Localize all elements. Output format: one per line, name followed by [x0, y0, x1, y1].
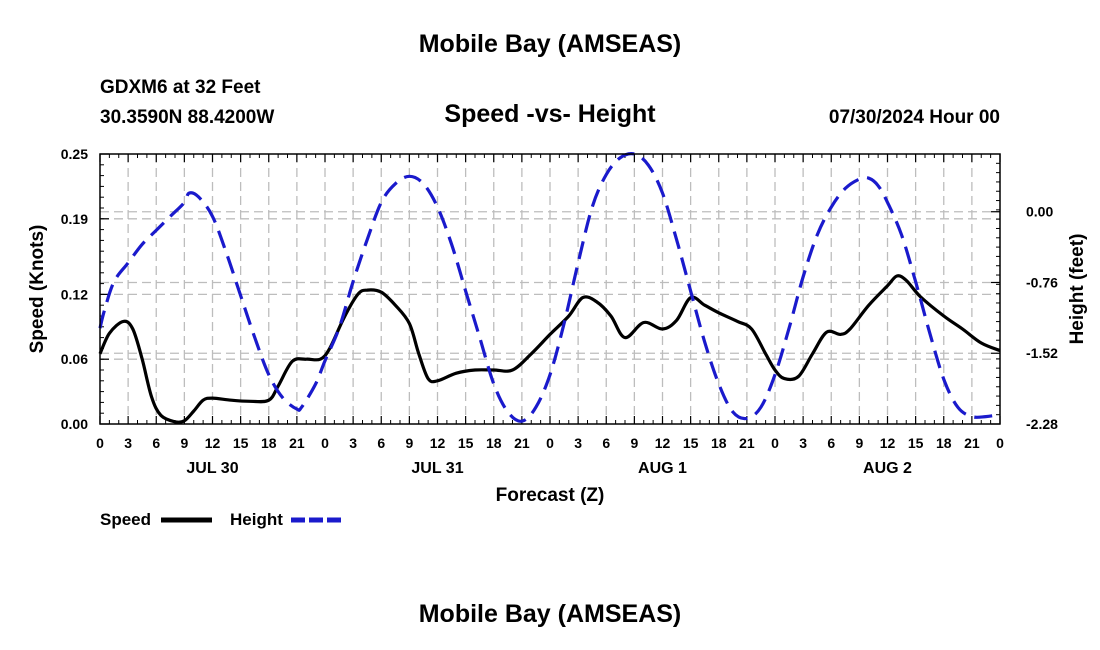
- x-tick-label: 15: [458, 435, 474, 451]
- y2-tick-label: -1.52: [1026, 345, 1058, 361]
- x-tick-label: 3: [124, 435, 132, 451]
- x-tick-label: 18: [711, 435, 727, 451]
- plot-frame: [99, 153, 1001, 425]
- x-tick-label: 12: [655, 435, 671, 451]
- x-tick-label: 6: [152, 435, 160, 451]
- chart-grid: [100, 154, 1000, 424]
- x-tick-label: 21: [964, 435, 980, 451]
- speed-series-line: [98, 274, 1001, 424]
- x-tick-label: 15: [683, 435, 699, 451]
- x-tick-label: 9: [855, 435, 863, 451]
- chart-series: [98, 151, 1001, 424]
- y-axis-title: Speed (Knots): [27, 225, 48, 354]
- footer-title: Mobile Bay (AMSEAS): [418, 600, 682, 628]
- x-tick-label: 12: [430, 435, 446, 451]
- x-tick-label: 6: [602, 435, 610, 451]
- x-tick-label: 18: [936, 435, 952, 451]
- x-tick-label: 21: [514, 435, 530, 451]
- day-label: JUL 31: [411, 460, 463, 477]
- y-tick-label: 0.25: [61, 146, 88, 162]
- x-tick-label: 3: [349, 435, 357, 451]
- x-tick-label: 15: [908, 435, 924, 451]
- x-tick-label: 18: [486, 435, 502, 451]
- forecast-date: 07/30/2024 Hour 00: [828, 107, 1000, 128]
- chart-labels: 0 3 6 9 12 15 18 21 0 3 6 9 12 15 18 21 0 3 6 9 12 15 18 21 0 3 6 9…: [27, 146, 1088, 506]
- x-tick-label: 9: [180, 435, 188, 451]
- y-tick-label: 0.12: [61, 286, 88, 302]
- y-tick-label: 0.06: [61, 351, 88, 367]
- x-tick-label: 0: [996, 435, 1004, 451]
- x-tick-label: 3: [799, 435, 807, 451]
- x-tick-label: 0: [321, 435, 329, 451]
- page-title: Mobile Bay (AMSEAS): [418, 30, 682, 58]
- x-tick-label: 21: [289, 435, 305, 451]
- y-tick-label: 0.00: [61, 416, 88, 432]
- legend-speed-label: Speed: [100, 510, 151, 529]
- x-tick-label: 6: [827, 435, 835, 451]
- y-tick-label: 0.19: [61, 211, 88, 227]
- x-tick-label: 0: [546, 435, 554, 451]
- y2-tick-label: -2.28: [1026, 416, 1058, 432]
- x-tick-label: 0: [771, 435, 779, 451]
- x-axis-title: Forecast (Z): [496, 485, 605, 506]
- day-label: JUL 30: [186, 460, 238, 477]
- station-label: GDXM6 at 32 Feet: [100, 77, 261, 98]
- station-coords: 30.3590N 88.4200W: [100, 107, 275, 128]
- x-tick-label: 12: [880, 435, 896, 451]
- y2-axis-title: Height (feet): [1067, 234, 1088, 345]
- y2-tick-label: 0.00: [1026, 204, 1053, 220]
- day-label: AUG 2: [863, 460, 912, 477]
- x-tick-label: 18: [261, 435, 277, 451]
- day-label: AUG 1: [638, 460, 687, 477]
- chart-title: Speed -vs- Height: [444, 100, 656, 128]
- y2-tick-label: -0.76: [1026, 274, 1058, 290]
- legend-height-label: Height: [230, 510, 283, 529]
- x-tick-label: 9: [630, 435, 638, 451]
- x-tick-label: 12: [205, 435, 221, 451]
- x-tick-label: 0: [96, 435, 104, 451]
- height-series-line: [98, 151, 1001, 423]
- x-tick-label: 6: [377, 435, 385, 451]
- x-tick-label: 3: [574, 435, 582, 451]
- x-tick-label: 9: [405, 435, 413, 451]
- x-tick-label: 21: [739, 435, 755, 451]
- x-tick-label: 15: [233, 435, 249, 451]
- chart-legend: Speed Height: [100, 510, 342, 529]
